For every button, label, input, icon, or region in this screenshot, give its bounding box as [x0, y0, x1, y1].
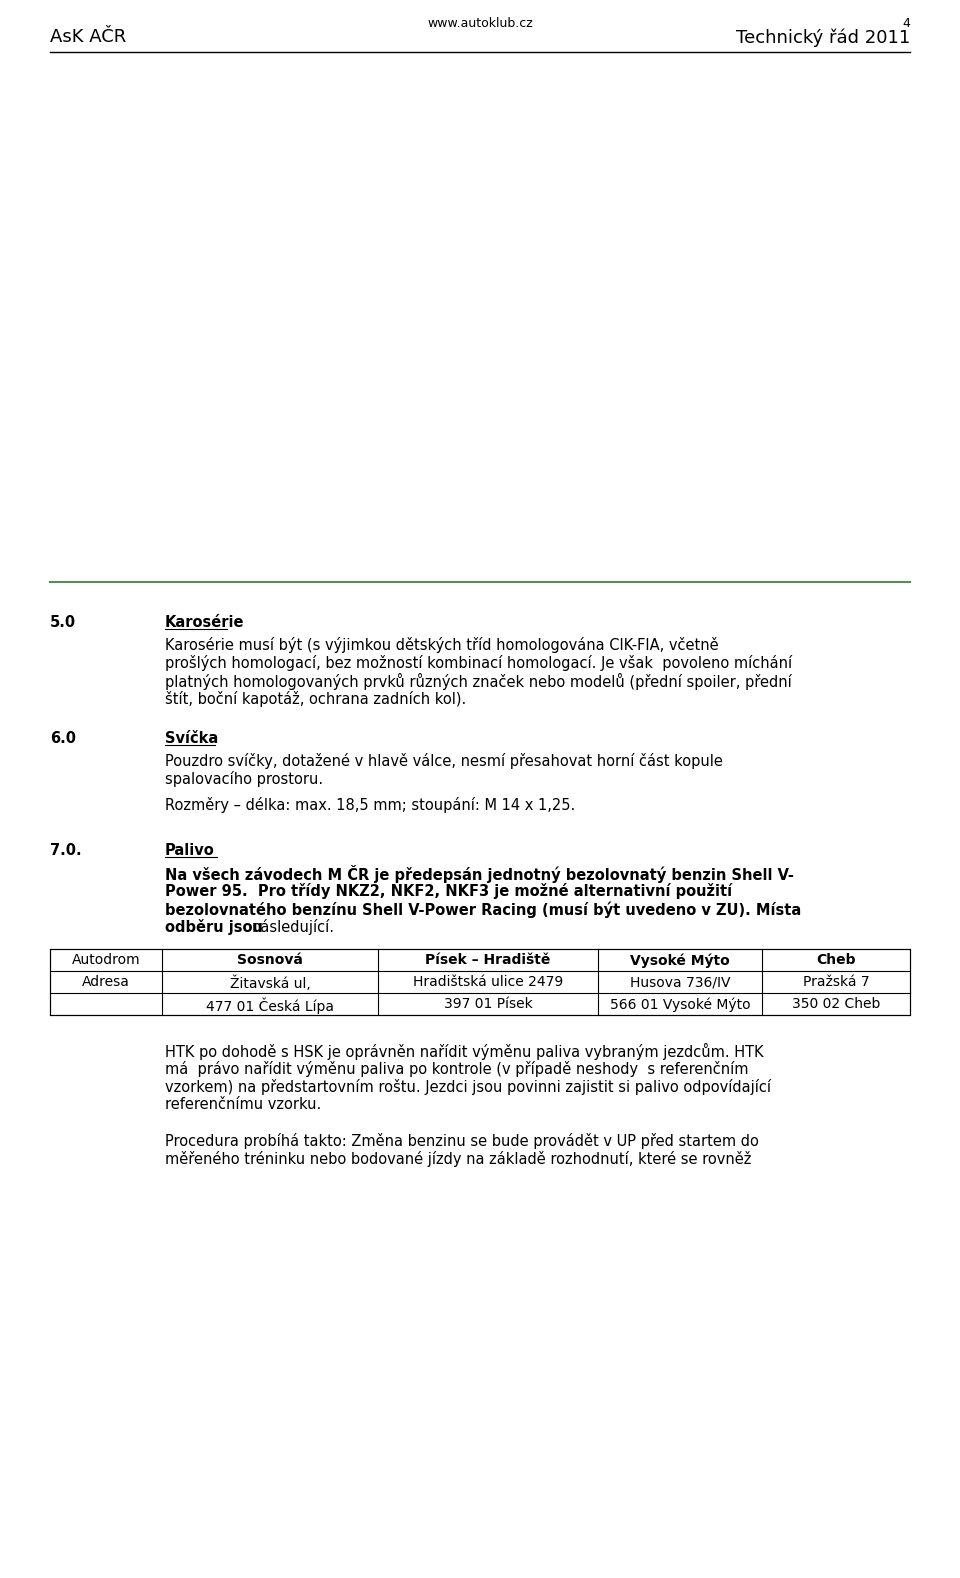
- Text: má  právo nařídit výměnu paliva po kontrole (v případě neshody  s referenčním: má právo nařídit výměnu paliva po kontro…: [165, 1060, 749, 1078]
- Text: Technický řád 2011: Technický řád 2011: [735, 28, 910, 46]
- Text: 350 02 Cheb: 350 02 Cheb: [792, 997, 880, 1011]
- Text: bezolovnatého benzínu Shell V-Power Racing (musí být uvedeno v ZU). Místa: bezolovnatého benzínu Shell V-Power Raci…: [165, 901, 802, 917]
- Text: Karosérie: Karosérie: [165, 615, 245, 630]
- Text: odběru jsou: odběru jsou: [165, 918, 268, 936]
- Text: Karosérie musí být (s výjimkou dětských tříd homologována CIK-FIA, včetně: Karosérie musí být (s výjimkou dětských …: [165, 638, 719, 653]
- Text: prošlých homologací, bez možností kombinací homologací. Je však  povoleno míchán: prošlých homologací, bez možností kombin…: [165, 655, 792, 671]
- Text: Pouzdro svíčky, dotažené v hlavě válce, nesmí přesahovat horní část kopule: Pouzdro svíčky, dotažené v hlavě válce, …: [165, 753, 723, 768]
- Text: Pražská 7: Pražská 7: [803, 975, 870, 989]
- Text: Hradištská ulice 2479: Hradištská ulice 2479: [413, 975, 564, 989]
- Text: AsK AČR: AsK AČR: [50, 28, 127, 46]
- Text: Písek – Hradiště: Písek – Hradiště: [425, 953, 551, 967]
- Text: 4: 4: [902, 17, 910, 30]
- Text: 5.0: 5.0: [50, 615, 76, 630]
- Text: spalovacího prostoru.: spalovacího prostoru.: [165, 772, 324, 787]
- Text: www.autoklub.cz: www.autoklub.cz: [427, 17, 533, 30]
- Text: následující.: následující.: [252, 918, 335, 936]
- Text: štít, boční kapotáž, ochrana zadních kol).: štít, boční kapotáž, ochrana zadních kol…: [165, 691, 467, 707]
- Text: 6.0: 6.0: [50, 731, 76, 746]
- Text: Vysoké Mýto: Vysoké Mýto: [630, 953, 730, 967]
- Text: 397 01 Písek: 397 01 Písek: [444, 997, 533, 1011]
- Text: HTK po dohodě s HSK je oprávněn nařídit výměnu paliva vybraným jezdcům. HTK: HTK po dohodě s HSK je oprávněn nařídit …: [165, 1043, 763, 1060]
- Text: Husova 736/IV: Husova 736/IV: [630, 975, 731, 989]
- Text: Na všech závodech M ČR je předepsán jednotný bezolovnatý benzin Shell V-: Na všech závodech M ČR je předepsán jedn…: [165, 865, 794, 884]
- Text: 7.0.: 7.0.: [50, 843, 82, 858]
- Bar: [50, 948, 910, 1015]
- Text: Žitavská ul,: Žitavská ul,: [229, 975, 310, 991]
- Text: platných homologovaných prvků různých značek nebo modelů (přední spoiler, přední: platných homologovaných prvků různých zn…: [165, 672, 792, 690]
- Text: vzorkem) na předstartovním roštu. Jezdci jsou povinni zajistit si palivo odpovíd: vzorkem) na předstartovním roštu. Jezdci…: [165, 1079, 771, 1095]
- Text: Rozměry – délka: max. 18,5 mm; stoupání: M 14 x 1,25.: Rozměry – délka: max. 18,5 mm; stoupání:…: [165, 797, 575, 813]
- Text: Sosnová: Sosnová: [237, 953, 303, 967]
- Text: Autodrom: Autodrom: [72, 953, 140, 967]
- Text: Adresa: Adresa: [82, 975, 130, 989]
- Text: Palivo: Palivo: [165, 843, 215, 858]
- Text: Procedura probíhá takto: Změna benzinu se bude provádět v UP před startem do: Procedura probíhá takto: Změna benzinu s…: [165, 1133, 758, 1149]
- Text: 477 01 Česká Lípa: 477 01 Česká Lípa: [206, 997, 334, 1013]
- Text: 566 01 Vysoké Mýto: 566 01 Vysoké Mýto: [610, 997, 751, 1011]
- Text: referenčnímu vzorku.: referenčnímu vzorku.: [165, 1097, 322, 1112]
- Text: Svíčka: Svíčka: [165, 731, 218, 746]
- Text: měřeného tréninku nebo bodované jízdy na základě rozhodnutí, které se rovněž: měřeného tréninku nebo bodované jízdy na…: [165, 1150, 752, 1168]
- Text: Power 95.  Pro třídy NKZ2, NKF2, NKF3 je možné alternativní použití: Power 95. Pro třídy NKZ2, NKF2, NKF3 je …: [165, 884, 732, 899]
- Text: Cheb: Cheb: [816, 953, 855, 967]
